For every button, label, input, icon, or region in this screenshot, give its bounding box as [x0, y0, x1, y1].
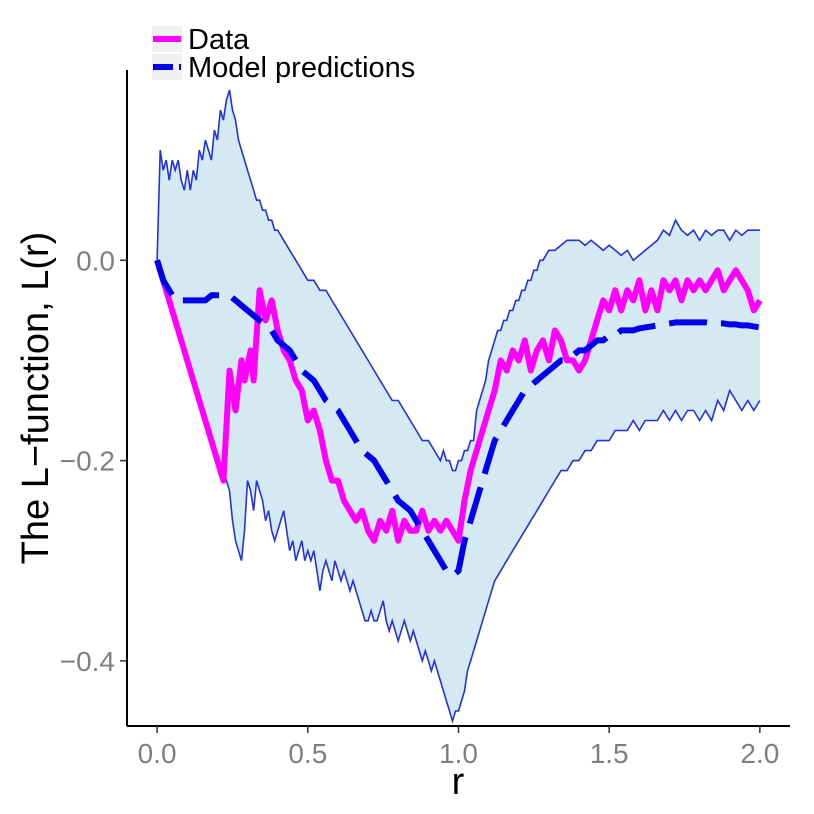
confidence-envelope-lower-line	[156, 260, 761, 724]
legend-item-model-predictions: Model predictions	[152, 52, 415, 84]
x-tick-label: 1.0	[439, 738, 478, 769]
confidence-envelope-fill	[157, 90, 760, 721]
legend-item-data: Data	[152, 24, 250, 56]
series-line-data	[154, 259, 763, 544]
x-tick-label: 0.0	[138, 738, 177, 769]
y-tick-label: −0.2	[60, 446, 115, 477]
y-tick-label: 0.0	[76, 245, 115, 276]
axes: 0.0 0.5 1.0 1.5 2.0 0.0 −0.2 −0.4	[60, 70, 790, 769]
confidence-envelope-upper-line	[156, 89, 760, 472]
x-tick-label: 1.5	[590, 738, 629, 769]
y-axis-title: The L−function, L(r)	[15, 232, 57, 565]
x-axis-title: r	[452, 761, 465, 803]
plot-area	[154, 89, 763, 724]
x-axis-ticks: 0.0 0.5 1.0 1.5 2.0	[138, 726, 779, 769]
legend: Data Model predictions	[152, 24, 415, 84]
series-line-model-predictions	[154, 259, 761, 579]
legend-label-data: Data	[188, 24, 250, 56]
x-tick-label: 0.5	[288, 738, 327, 769]
series-lines	[154, 259, 763, 579]
y-axis-ticks: 0.0 −0.2 −0.4	[60, 245, 127, 677]
x-tick-label: 2.0	[740, 738, 779, 769]
legend-label-model-predictions: Model predictions	[188, 52, 415, 84]
y-tick-label: −0.4	[60, 646, 115, 677]
